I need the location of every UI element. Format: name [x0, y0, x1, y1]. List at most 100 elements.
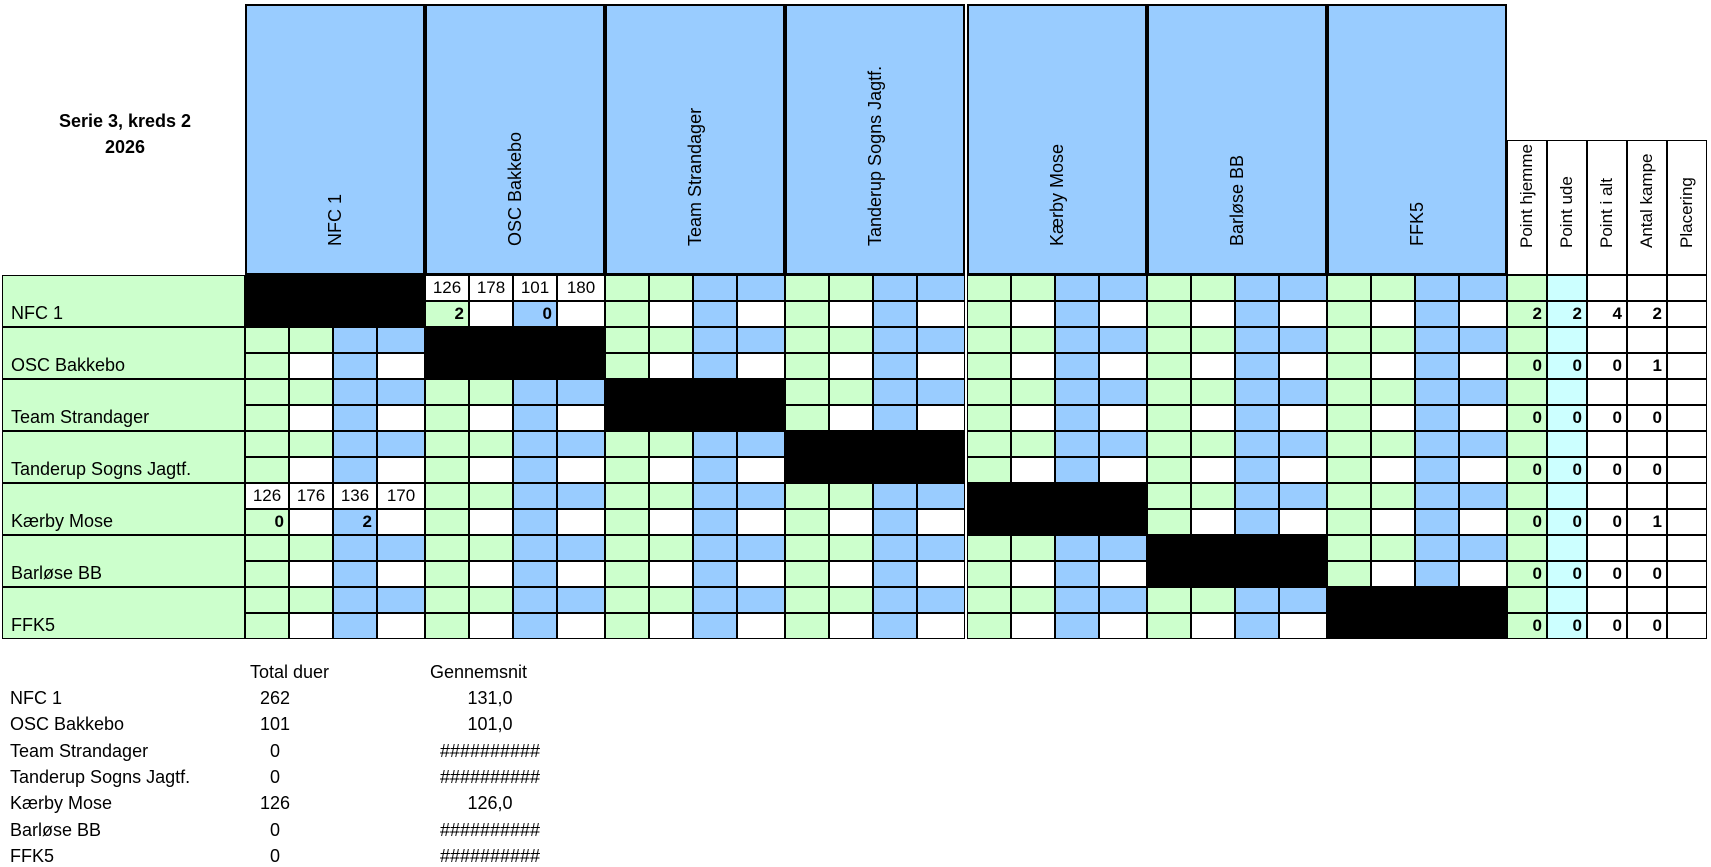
score-cell[interactable]: [1055, 613, 1099, 639]
score-cell[interactable]: [1235, 457, 1279, 483]
score-cell[interactable]: [333, 405, 377, 431]
score-cell[interactable]: [829, 561, 873, 587]
score-cell[interactable]: [557, 509, 605, 535]
score-cell[interactable]: [873, 353, 917, 379]
score-cell[interactable]: [469, 457, 513, 483]
birds-cell[interactable]: 176: [289, 483, 333, 509]
score-cell[interactable]: [469, 483, 513, 509]
score-cell[interactable]: [557, 431, 605, 457]
score-cell[interactable]: [1371, 561, 1415, 587]
score-cell[interactable]: [425, 613, 469, 639]
score-cell[interactable]: [917, 561, 965, 587]
score-cell[interactable]: [1235, 405, 1279, 431]
score-cell[interactable]: [785, 327, 829, 353]
score-cell[interactable]: [873, 327, 917, 353]
score-cell[interactable]: [693, 483, 737, 509]
score-cell[interactable]: [333, 587, 377, 613]
score-cell[interactable]: [1011, 405, 1055, 431]
score-cell[interactable]: [737, 561, 785, 587]
score-cell[interactable]: [967, 561, 1011, 587]
score-cell[interactable]: [967, 535, 1011, 561]
score-cell[interactable]: [245, 613, 289, 639]
score-cell[interactable]: [1099, 327, 1147, 353]
score-cell[interactable]: [1191, 379, 1235, 405]
score-cell[interactable]: [1055, 457, 1099, 483]
score-cell[interactable]: [785, 353, 829, 379]
score-cell[interactable]: [1371, 509, 1415, 535]
score-cell[interactable]: [917, 483, 965, 509]
score-cell[interactable]: [605, 613, 649, 639]
score-cell[interactable]: [513, 613, 557, 639]
score-cell[interactable]: [1415, 431, 1459, 457]
score-cell[interactable]: [605, 353, 649, 379]
score-cell[interactable]: [1099, 561, 1147, 587]
score-cell[interactable]: [557, 379, 605, 405]
score-cell[interactable]: [1099, 379, 1147, 405]
score-cell[interactable]: [557, 561, 605, 587]
score-cell[interactable]: [917, 535, 965, 561]
score-cell[interactable]: [1459, 353, 1507, 379]
score-cell[interactable]: [1371, 379, 1415, 405]
score-cell[interactable]: [1055, 353, 1099, 379]
score-cell[interactable]: [737, 275, 785, 301]
score-cell[interactable]: [1371, 431, 1415, 457]
score-cell[interactable]: [1011, 535, 1055, 561]
score-cell[interactable]: [1459, 275, 1507, 301]
score-cell[interactable]: [1147, 353, 1191, 379]
score-cell[interactable]: [785, 587, 829, 613]
score-cell[interactable]: [1279, 275, 1327, 301]
score-cell[interactable]: [605, 561, 649, 587]
score-cell[interactable]: [1459, 535, 1507, 561]
score-cell[interactable]: [693, 561, 737, 587]
score-cell[interactable]: [1279, 405, 1327, 431]
score-cell[interactable]: [1415, 535, 1459, 561]
score-cell[interactable]: [693, 613, 737, 639]
score-cell[interactable]: [785, 379, 829, 405]
score-cell[interactable]: [1371, 535, 1415, 561]
birds-cell[interactable]: 126: [245, 483, 289, 509]
score-cell[interactable]: [829, 301, 873, 327]
score-cell[interactable]: [785, 483, 829, 509]
score-cell[interactable]: [693, 535, 737, 561]
score-cell[interactable]: [289, 587, 333, 613]
score-cell[interactable]: [1235, 587, 1279, 613]
score-cell[interactable]: [1147, 483, 1191, 509]
score-cell[interactable]: [917, 327, 965, 353]
score-cell[interactable]: [829, 327, 873, 353]
score-cell[interactable]: [377, 457, 425, 483]
score-cell[interactable]: [693, 457, 737, 483]
score-cell[interactable]: [1327, 457, 1371, 483]
score-cell[interactable]: [1099, 301, 1147, 327]
score-cell[interactable]: [289, 405, 333, 431]
score-cell[interactable]: [1011, 379, 1055, 405]
points-cell[interactable]: 0: [245, 509, 289, 535]
score-cell[interactable]: [829, 613, 873, 639]
score-cell[interactable]: [917, 405, 965, 431]
score-cell[interactable]: [469, 405, 513, 431]
score-cell[interactable]: [737, 613, 785, 639]
score-cell[interactable]: [1327, 353, 1371, 379]
birds-cell[interactable]: 178: [469, 275, 513, 301]
score-cell[interactable]: [513, 405, 557, 431]
score-cell[interactable]: [1011, 613, 1055, 639]
score-cell[interactable]: [1371, 483, 1415, 509]
score-cell[interactable]: [1147, 301, 1191, 327]
score-cell[interactable]: [1147, 327, 1191, 353]
score-cell[interactable]: [377, 587, 425, 613]
score-cell[interactable]: [513, 483, 557, 509]
score-cell[interactable]: [1279, 613, 1327, 639]
score-cell[interactable]: [1327, 431, 1371, 457]
score-cell[interactable]: [513, 457, 557, 483]
score-cell[interactable]: [333, 613, 377, 639]
score-cell[interactable]: [333, 379, 377, 405]
score-cell[interactable]: [737, 587, 785, 613]
score-cell[interactable]: [245, 535, 289, 561]
score-cell[interactable]: [829, 379, 873, 405]
score-cell[interactable]: [917, 353, 965, 379]
points-cell[interactable]: 0: [513, 301, 557, 327]
score-cell[interactable]: [1415, 301, 1459, 327]
score-cell[interactable]: [245, 561, 289, 587]
score-cell[interactable]: [1459, 483, 1507, 509]
score-cell[interactable]: [1415, 405, 1459, 431]
score-cell[interactable]: [1371, 405, 1415, 431]
